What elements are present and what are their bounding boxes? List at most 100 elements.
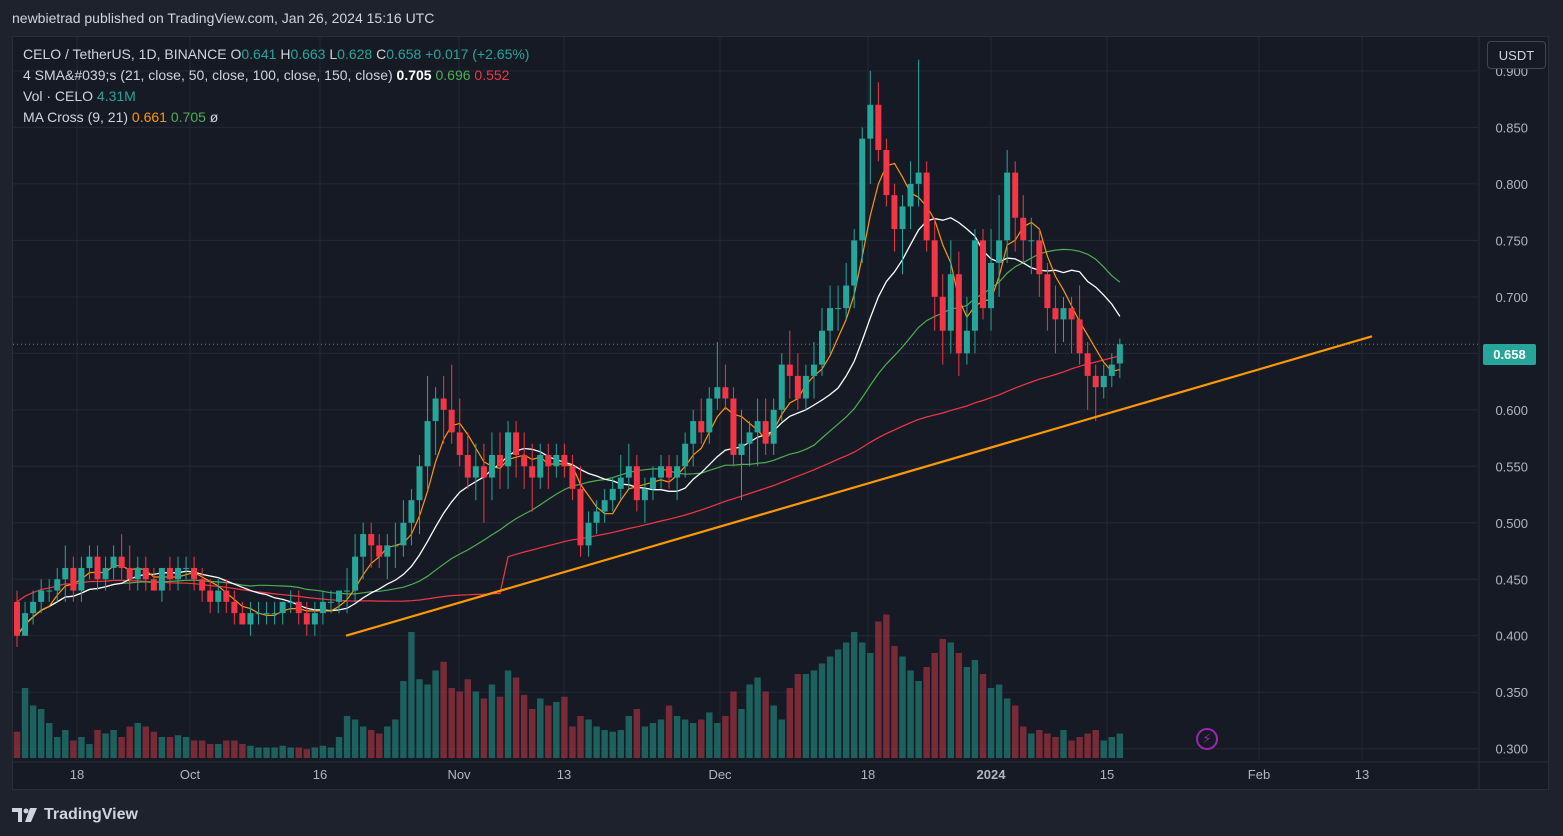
volume-bar [569,726,576,758]
volume-bar [279,745,286,758]
candle-body [472,466,479,478]
volume-bar [649,723,657,758]
y-tick-label: 0.300 [1495,742,1528,757]
volume-bar [698,719,705,758]
x-tick-label: 2024 [977,767,1007,782]
candle-body [1020,217,1027,241]
volume-bar [851,632,858,758]
candle-body [625,466,632,478]
volume-bar [207,744,214,758]
candle-body [666,466,673,478]
volume-bar [118,737,125,758]
legend-sma-label[interactable]: 4 SMA&#039;s (21, close, 50, close, 100,… [23,67,393,83]
volume-bar [585,719,592,758]
volume-bar [939,639,946,758]
candle-body [1004,172,1011,241]
volume-bar [738,709,745,758]
volume-bar [545,705,552,758]
volume-bar [464,679,471,758]
tradingview-logo-icon [12,808,37,822]
volume-bar [166,737,174,758]
candle-body [118,556,125,568]
volume-bar [247,745,254,758]
volume-bar [110,730,117,758]
candle-body [674,466,681,478]
volume-bar [335,737,343,758]
candle-body [239,613,246,625]
volume-bar [440,661,447,758]
candle-body [553,454,560,467]
volume-bar [287,747,294,758]
y-tick-label: 0.800 [1495,177,1528,192]
volume-bar [859,642,866,758]
candle-body [166,567,173,580]
candle-body [682,443,689,467]
x-tick-label: Dec [708,767,732,782]
x-tick-label: 18 [861,767,875,782]
candle-body [480,466,487,478]
volume-bar [931,653,938,758]
volume-bar [625,716,632,758]
volume-bar [37,709,45,758]
legend-symbol[interactable]: CELO / TetherUS, 1D, BINANCE [23,46,227,62]
legend-macross-row: MA Cross (9, 21) 0.661 0.705 ø [23,107,529,128]
volume-bar [987,688,995,758]
volume-bar [955,653,963,758]
ma-9-line [16,162,1121,637]
candle-body [569,466,576,489]
candle-body [867,104,874,139]
volume-bar [311,747,319,758]
volume-bar [150,731,158,758]
volume-bar [29,705,37,758]
volume-bar [1084,733,1091,758]
volume-bar [810,670,818,758]
volume-bar [1108,737,1115,758]
candle-body [915,172,922,184]
candle-body [545,454,552,467]
y-tick-label: 0.500 [1495,516,1528,531]
currency-button[interactable]: USDT [1487,41,1546,69]
lightning-icon[interactable]: ⚡ [1196,728,1218,750]
candle-body [319,601,326,614]
candle-body [1028,240,1035,242]
candle-body [963,330,970,354]
volume-bar [730,691,737,758]
legend-high-value: 0.663 [290,46,326,62]
candle-body [384,545,391,557]
last-price-tag: 0.658 [1483,344,1536,365]
candle-body [649,477,656,489]
legend-sma-row: 4 SMA&#039;s (21, close, 50, close, 100,… [23,65,529,86]
volume-bar [368,730,375,758]
volume-bar [376,733,383,758]
volume-bar [1044,733,1051,758]
candle-body [30,601,37,614]
volume-bar [875,621,882,758]
candle-body [424,421,431,467]
candle-body [1108,364,1115,376]
volume-bar [392,719,399,758]
volume-bar [673,716,681,758]
x-tick-label: 13 [1355,767,1369,782]
volume-bar [70,740,77,758]
y-tick-label: 0.750 [1495,233,1528,248]
y-tick-label: 0.550 [1495,459,1528,474]
volume-bar [609,731,616,758]
candle-body [327,601,334,603]
y-tick-label: 0.850 [1495,120,1528,135]
legend-macross-label[interactable]: MA Cross (9, 21) [23,109,129,125]
candle-body [207,590,214,602]
legend-volume-label[interactable]: Vol · CELO [23,88,94,104]
candle-body [392,545,399,547]
volume-bar [384,726,391,758]
candle-body [54,579,61,591]
volume-bar [786,688,793,758]
footer-brand[interactable]: TradingView [12,804,138,826]
candle-body [158,567,165,591]
candle-body [215,590,222,602]
sma-150-line [16,355,1121,603]
volume-bar [923,667,930,758]
volume-bar [86,744,93,758]
candle-body [255,613,262,615]
volume-bar [657,719,665,758]
